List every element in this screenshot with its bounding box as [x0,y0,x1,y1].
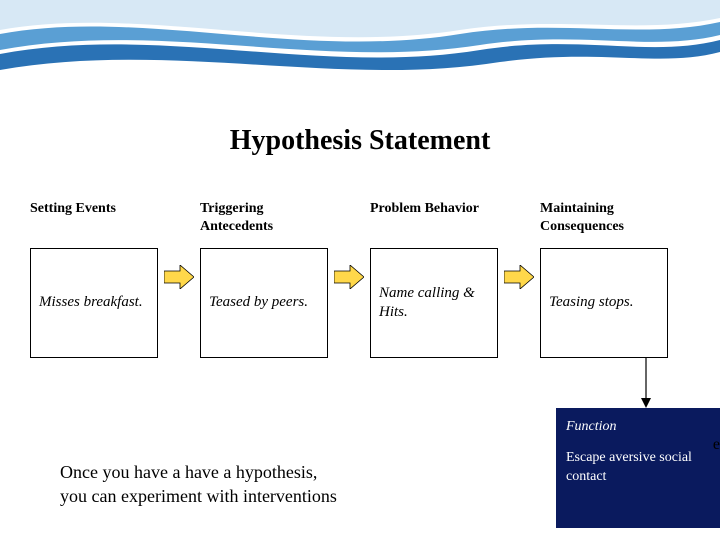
function-body: Escape aversive social contact [566,449,711,487]
page-title: Hypothesis Statement [0,125,720,157]
flow-row: Setting Events Misses breakfast. Trigger… [30,200,700,358]
col-header: Triggering Antecedents [200,200,328,238]
box-text: Misses breakfast. [39,293,143,313]
stray-char: e [713,436,720,454]
box-problem: Name calling & Hits. [370,248,498,358]
col-problem: Problem Behavior Name calling & Hits. [370,200,498,358]
wave-banner [0,0,720,90]
down-arrow [640,358,652,408]
col-maintaining: Maintaining Consequences Teasing stops. [540,200,668,358]
col-header: Setting Events [30,200,158,238]
footer-text: Once you have a have a hypothesis, you c… [60,460,337,509]
arrow-2 [334,265,364,289]
arrow-3 [504,265,534,289]
function-box: Function Escape aversive social contact [556,408,720,528]
box-text: Teasing stops. [549,293,633,313]
col-triggering: Triggering Antecedents Teased by peers. [200,200,328,358]
footer-line: Once you have a have a hypothesis, you c… [60,462,337,506]
box-setting-events: Misses breakfast. [30,248,158,358]
col-header: Problem Behavior [370,200,498,238]
col-setting-events: Setting Events Misses breakfast. [30,200,158,358]
box-text: Teased by peers. [209,293,308,313]
box-triggering: Teased by peers. [200,248,328,358]
box-maintaining: Teasing stops. [540,248,668,358]
box-text: Name calling & Hits. [379,284,489,323]
arrow-1 [164,265,194,289]
col-header: Maintaining Consequences [540,200,668,238]
function-title: Function [566,418,711,437]
